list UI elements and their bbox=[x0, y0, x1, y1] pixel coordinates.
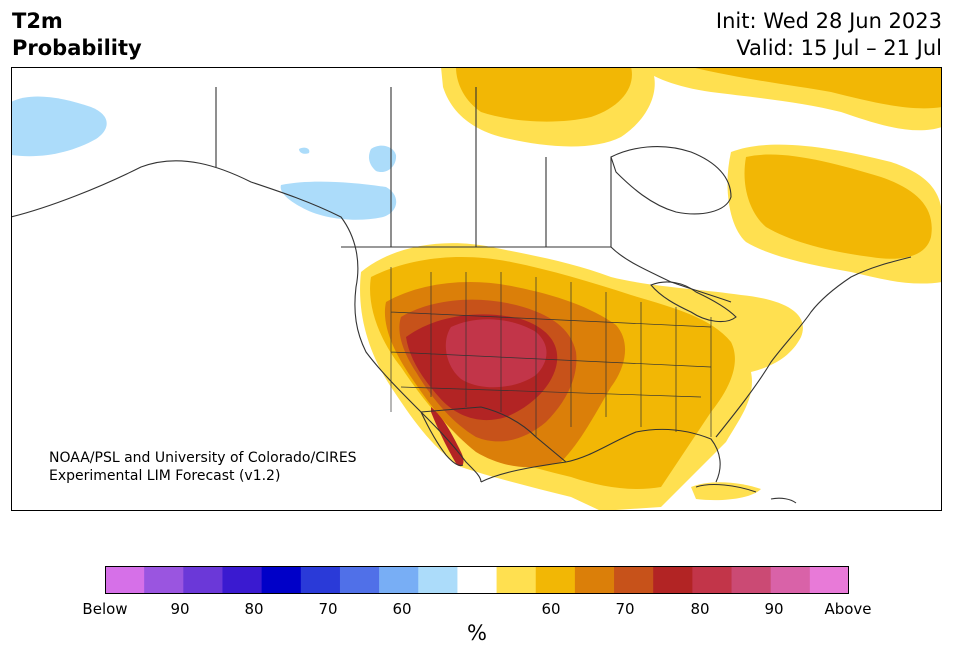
atlantic-coastline bbox=[715, 256, 912, 438]
pacific-coastline bbox=[11, 160, 482, 483]
colorbar-swatch bbox=[692, 566, 733, 594]
colorbar-swatch bbox=[261, 566, 302, 594]
credit-line-2: Experimental LIM Forecast (v1.2) bbox=[49, 468, 281, 484]
cb-tick-label: 80 bbox=[690, 600, 710, 618]
data-credit: NOAA/PSL and University of Colorado/CIRE… bbox=[49, 449, 357, 485]
map-title: T2m Probability bbox=[12, 8, 142, 62]
borders bbox=[11, 87, 912, 504]
quebec-gold bbox=[744, 154, 932, 259]
colorbar-swatch bbox=[496, 566, 537, 594]
cb-tick-label: 60 bbox=[541, 600, 561, 618]
colorbar-unit: % bbox=[467, 621, 487, 645]
caribbean-islands bbox=[695, 483, 797, 504]
colorbar-swatch bbox=[574, 566, 615, 594]
great-lakes-outline bbox=[650, 281, 737, 323]
hudson-bay-coast bbox=[610, 146, 732, 215]
colorbar-swatch bbox=[653, 566, 693, 594]
canadian-province-lines bbox=[390, 87, 612, 247]
cb-tick-label: Above bbox=[824, 600, 872, 618]
colorbar-swatch bbox=[105, 566, 145, 594]
cb-tick-label: 70 bbox=[615, 600, 635, 618]
colorbar-swatch bbox=[457, 566, 498, 594]
colorbar-swatch bbox=[222, 566, 263, 594]
colorbar-swatch bbox=[614, 566, 654, 594]
alaska-below-region bbox=[11, 96, 107, 157]
canada-gold bbox=[456, 67, 632, 122]
colorbar-swatch bbox=[809, 566, 849, 594]
gulf-coastline bbox=[480, 428, 721, 483]
colorbar-frame bbox=[105, 566, 849, 594]
us-mexico-border bbox=[420, 406, 567, 463]
bc-below-region bbox=[280, 181, 397, 220]
colorbar-swatch bbox=[183, 566, 223, 594]
colorbar-swatch bbox=[339, 566, 380, 594]
colorbar bbox=[105, 566, 849, 594]
colorbar-swatch bbox=[300, 566, 341, 594]
cb-tick-label: 90 bbox=[170, 600, 190, 618]
colorbar-swatch bbox=[770, 566, 811, 594]
arctic-gold bbox=[691, 67, 942, 109]
credit-line-1: NOAA/PSL and University of Colorado/CIRE… bbox=[49, 450, 357, 466]
probability-map bbox=[11, 67, 942, 511]
variable-label: T2m bbox=[12, 9, 63, 33]
cb-tick-label: 80 bbox=[244, 600, 264, 618]
us-state-lines bbox=[390, 267, 712, 437]
init-date: Init: Wed 28 Jun 2023 bbox=[715, 9, 942, 33]
colorbar-swatch bbox=[144, 566, 184, 594]
cb-tick-label: 90 bbox=[764, 600, 784, 618]
small-below-spot bbox=[299, 147, 310, 154]
baja-coastline bbox=[420, 411, 464, 467]
colorbar-swatch bbox=[418, 566, 458, 594]
baja-darkred bbox=[431, 407, 464, 467]
forecast-dates: Init: Wed 28 Jun 2023 Valid: 15 Jul – 21… bbox=[716, 8, 942, 62]
below-normal-regions bbox=[11, 96, 397, 220]
map-frame bbox=[11, 67, 942, 511]
colorbar-swatch bbox=[379, 566, 419, 594]
product-label: Probability bbox=[12, 36, 142, 60]
conus-crimson-core bbox=[445, 319, 547, 388]
colorbar-swatch bbox=[535, 566, 576, 594]
caribbean-yellow bbox=[691, 482, 761, 501]
cb-tick-label: Below bbox=[82, 600, 128, 618]
valid-dates: Valid: 15 Jul – 21 Jul bbox=[736, 36, 942, 60]
colorbar-swatch bbox=[731, 566, 772, 594]
cb-tick-label: 60 bbox=[392, 600, 412, 618]
cb-tick-label: 70 bbox=[318, 600, 338, 618]
nwt-below-region bbox=[368, 145, 397, 173]
